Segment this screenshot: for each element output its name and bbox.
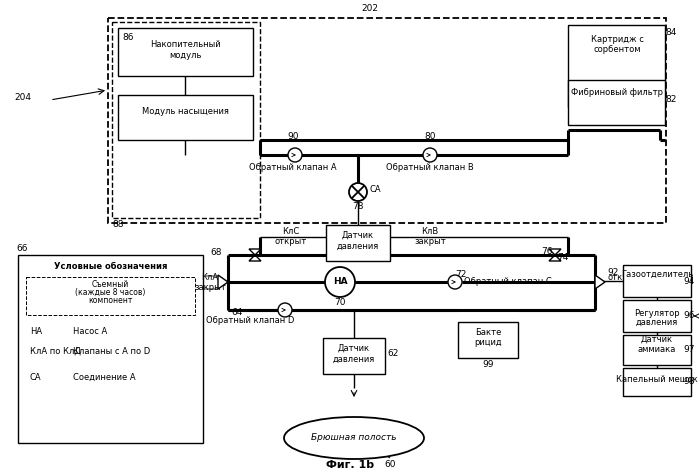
Circle shape <box>349 183 367 201</box>
Ellipse shape <box>284 417 424 459</box>
Circle shape <box>325 267 355 297</box>
Bar <box>118 28 253 76</box>
Text: 66: 66 <box>16 244 27 253</box>
Text: 92: 92 <box>607 268 619 277</box>
Bar <box>623 335 691 365</box>
Text: 68: 68 <box>210 248 222 257</box>
Text: 82: 82 <box>665 95 677 104</box>
Polygon shape <box>595 275 605 289</box>
Text: 62: 62 <box>387 349 398 358</box>
Text: НА: НА <box>333 278 347 287</box>
Text: Соединение A: Соединение A <box>73 373 136 382</box>
Text: КлА
закрыт: КлА закрыт <box>194 273 226 292</box>
Bar <box>112 22 260 218</box>
Bar <box>568 80 665 125</box>
Text: Обратный клапан D: Обратный клапан D <box>206 316 294 325</box>
Bar <box>26 277 195 315</box>
Text: 72: 72 <box>455 270 466 279</box>
Text: 78: 78 <box>352 202 363 211</box>
Bar <box>323 338 385 374</box>
Text: Картридж с: Картридж с <box>591 35 644 44</box>
Text: 84: 84 <box>665 28 677 37</box>
Text: CA: CA <box>370 186 382 195</box>
Bar <box>623 265 691 297</box>
Text: КлА по КлД: КлА по КлД <box>30 347 81 356</box>
Text: Клапаны с A по D: Клапаны с A по D <box>73 347 150 356</box>
Circle shape <box>288 148 302 162</box>
Bar <box>623 300 691 332</box>
Circle shape <box>448 275 462 289</box>
Text: СА: СА <box>30 373 42 382</box>
Bar <box>326 225 390 261</box>
Text: давления: давления <box>636 318 678 327</box>
Text: 64: 64 <box>231 308 243 317</box>
Text: Брюшная полость: Брюшная полость <box>311 434 397 443</box>
Text: Накопительный: Накопительный <box>150 40 220 49</box>
Text: Обратный клапан C: Обратный клапан C <box>464 278 552 287</box>
Bar <box>458 322 518 358</box>
Text: Газоотделитель: Газоотделитель <box>621 269 693 278</box>
Polygon shape <box>218 275 228 289</box>
Text: Обратный клапан B: Обратный клапан B <box>386 163 474 172</box>
Text: 97: 97 <box>684 346 695 355</box>
Text: 90: 90 <box>287 132 298 141</box>
Circle shape <box>278 303 292 317</box>
Circle shape <box>423 148 437 162</box>
Text: 80: 80 <box>424 132 435 141</box>
Text: КлС
открыт: КлС открыт <box>275 227 307 247</box>
Text: 88: 88 <box>112 220 124 229</box>
Text: Съемный: Съемный <box>92 280 129 289</box>
Text: Фиг. 1b: Фиг. 1b <box>326 460 374 470</box>
Text: 204: 204 <box>14 92 31 101</box>
Text: модуль: модуль <box>169 51 201 60</box>
Text: 74: 74 <box>557 253 568 262</box>
Text: 86: 86 <box>122 33 134 42</box>
Text: компонент: компонент <box>88 296 133 305</box>
Text: 70: 70 <box>334 298 346 307</box>
Text: открыт: открыт <box>607 274 640 282</box>
Text: Датчик
аммиака: Датчик аммиака <box>637 334 676 354</box>
Bar <box>108 18 666 223</box>
Text: 96: 96 <box>684 311 695 320</box>
Text: Капельный мешок: Капельный мешок <box>616 376 698 385</box>
Text: рицид: рицид <box>474 338 502 347</box>
Text: 94: 94 <box>684 277 695 286</box>
Text: КлВ
закрыт: КлВ закрыт <box>414 227 446 247</box>
Text: Датчик
давления: Датчик давления <box>333 344 375 363</box>
Text: Насос A: Насос A <box>73 327 107 336</box>
Text: (каждые 8 часов): (каждые 8 часов) <box>75 288 145 297</box>
Text: 60: 60 <box>384 460 396 469</box>
Text: Модуль насыщения: Модуль насыщения <box>142 107 229 116</box>
Text: Фибриновый фильтр: Фибриновый фильтр <box>571 88 663 97</box>
Text: 98: 98 <box>684 377 695 387</box>
Bar <box>118 95 253 140</box>
Text: НА: НА <box>30 327 42 336</box>
Text: Регулятор: Регулятор <box>634 309 680 318</box>
Text: Бакте: Бакте <box>475 328 501 337</box>
Text: Условные обозначения: Условные обозначения <box>54 262 167 271</box>
Bar <box>568 25 665 107</box>
Text: 202: 202 <box>361 4 378 13</box>
Bar <box>623 368 691 396</box>
Text: 99: 99 <box>482 360 493 369</box>
Text: Обратный клапан A: Обратный клапан A <box>249 163 337 172</box>
Text: сорбентом: сорбентом <box>593 45 641 54</box>
Bar <box>18 255 203 443</box>
Text: 76: 76 <box>541 247 552 256</box>
Text: Датчик
давления: Датчик давления <box>337 231 379 250</box>
